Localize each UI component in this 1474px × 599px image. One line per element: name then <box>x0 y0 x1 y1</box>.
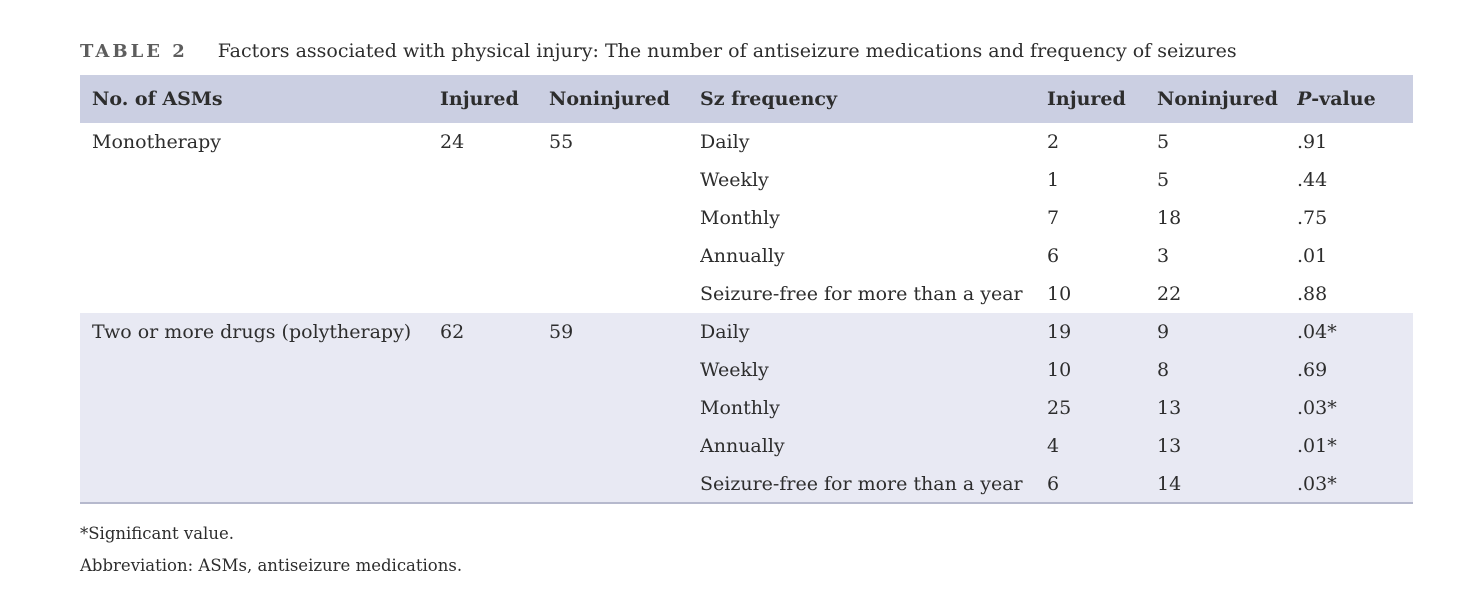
cell-sz-frequency: Seizure-free for more than a year <box>700 283 1023 305</box>
cell-sz-frequency: Weekly <box>700 351 1047 389</box>
cell-injured: 1 <box>1047 169 1060 191</box>
table-row: Seizure-free for more than a year 6 14 .… <box>80 465 1413 503</box>
col-header-injured-sz: Injured <box>1047 75 1157 123</box>
cell-p-value: .69 <box>1297 351 1413 389</box>
cell-sz-frequency: Monthly <box>700 207 780 229</box>
cell-sz-frequency: Annually <box>700 427 1047 465</box>
cell-group-noninjured: 55 <box>549 131 574 153</box>
cell-p-value: .44 <box>1297 169 1328 191</box>
col-header-p-value: P-value <box>1297 75 1413 123</box>
col-header-no-of-asms: No. of ASMs <box>80 75 440 123</box>
data-table: No. of ASMs Injured Noninjured Sz freque… <box>80 75 1413 504</box>
cell-noninjured: 3 <box>1157 245 1170 267</box>
table-row: Annually 4 13 .01* <box>80 427 1413 465</box>
cell-p-value: .03* <box>1297 389 1413 427</box>
cell-p-value: .01 <box>1297 245 1328 267</box>
header-row: No. of ASMs Injured Noninjured Sz freque… <box>80 75 1413 123</box>
col-header-noninjured-asm: Noninjured <box>549 75 700 123</box>
cell-injured: 2 <box>1047 131 1060 153</box>
cell-sz-frequency: Daily <box>700 131 750 153</box>
section-monotherapy: Monotherapy 24 55 Daily 2 5 .91 Weekly 1… <box>80 123 1413 313</box>
cell-injured: 10 <box>1047 351 1157 389</box>
cell-injured: 6 <box>1047 245 1060 267</box>
cell-p-value: .75 <box>1297 207 1328 229</box>
table-caption-text: Factors associated with physical injury:… <box>217 40 1237 62</box>
p-value-italic-p: P <box>1297 88 1312 110</box>
cell-noninjured: 5 <box>1157 169 1170 191</box>
table-row: Monotherapy 24 55 Daily 2 5 .91 <box>80 123 1413 161</box>
table-row: Two or more drugs (polytherapy) 62 59 Da… <box>80 313 1413 503</box>
cell-noninjured: 9 <box>1157 313 1297 351</box>
table-row: Monthly 7 18 .75 <box>80 199 1413 237</box>
cell-sz-frequency: Monthly <box>700 389 1047 427</box>
cell-p-value: .03* <box>1297 465 1413 503</box>
cell-injured: 25 <box>1047 389 1157 427</box>
col-header-injured-asm: Injured <box>440 75 549 123</box>
cell-noninjured: 13 <box>1157 427 1297 465</box>
cell-injured: 19 <box>1047 313 1157 351</box>
footnote-abbreviation: Abbreviation: ASMs, antiseizure medicati… <box>80 556 463 575</box>
cell-injured: 10 <box>1047 283 1072 305</box>
table-row: Monthly 25 13 .03* <box>80 389 1413 427</box>
cell-injured: 6 <box>1047 465 1157 503</box>
cell-group-injured: 62 <box>440 313 549 503</box>
table-caption: TABLE 2 Factors associated with physical … <box>80 40 1444 63</box>
cell-group-noninjured: 59 <box>549 313 700 503</box>
cell-injured: 4 <box>1047 427 1157 465</box>
cell-p-value: .91 <box>1297 131 1328 153</box>
cell-p-value: .88 <box>1297 283 1328 305</box>
table-row: Weekly 1 5 .44 <box>80 161 1413 199</box>
cell-p-value: .04* <box>1297 313 1413 351</box>
cell-sz-frequency: Daily <box>700 313 1047 351</box>
cell-noninjured: 18 <box>1157 207 1182 229</box>
section-polytherapy: Two or more drugs (polytherapy) 62 59 Da… <box>80 313 1413 503</box>
col-header-noninjured-sz: Noninjured <box>1157 75 1297 123</box>
cell-asm-group: Two or more drugs (polytherapy) <box>80 313 440 503</box>
col-header-sz-frequency: Sz frequency <box>700 75 1047 123</box>
cell-noninjured: 22 <box>1157 283 1182 305</box>
cell-sz-frequency: Annually <box>700 245 785 267</box>
table-row: Weekly 10 8 .69 <box>80 351 1413 389</box>
cell-noninjured: 8 <box>1157 351 1297 389</box>
table-row: Annually 6 3 .01 <box>80 237 1413 275</box>
cell-asm-group: Monotherapy <box>92 131 221 153</box>
table-row: Seizure-free for more than a year 10 22 … <box>80 275 1413 313</box>
p-value-rest: -value <box>1311 88 1376 110</box>
cell-p-value: .01* <box>1297 427 1413 465</box>
table-number-label: TABLE 2 <box>80 41 188 62</box>
cell-group-injured: 24 <box>440 131 465 153</box>
cell-sz-frequency: Weekly <box>700 169 769 191</box>
cell-injured: 7 <box>1047 207 1060 229</box>
cell-sz-frequency: Seizure-free for more than a year <box>700 465 1047 503</box>
footnote-significant: *Significant value. <box>80 524 234 543</box>
cell-noninjured: 13 <box>1157 389 1297 427</box>
cell-noninjured: 5 <box>1157 131 1170 153</box>
cell-noninjured: 14 <box>1157 465 1297 503</box>
